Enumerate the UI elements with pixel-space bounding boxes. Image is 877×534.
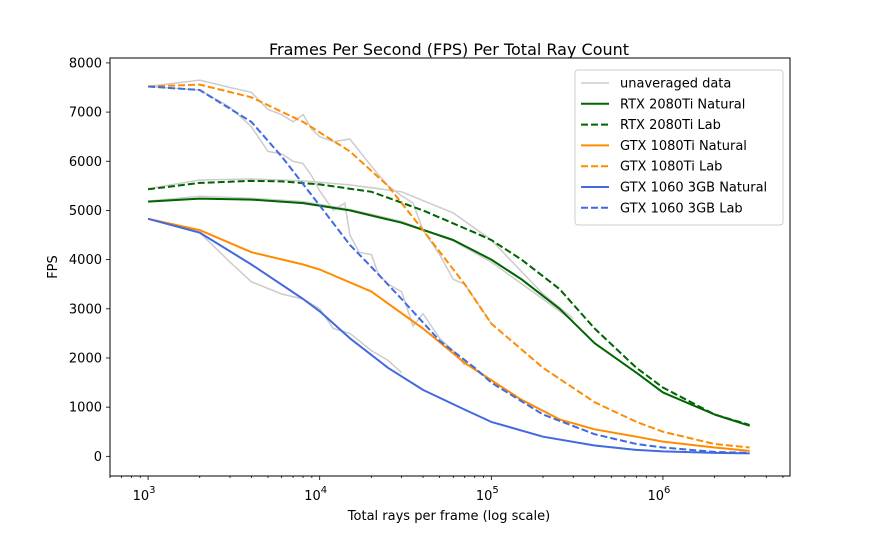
x-tick-exponent: 6: [664, 485, 670, 496]
series-line-rtx-2080ti-natural: [148, 197, 750, 427]
legend-label: GTX 1060 3GB Lab: [620, 201, 743, 216]
x-axis-label: Total rays per frame (log scale): [347, 509, 550, 524]
legend-label: GTX 1060 3GB Natural: [620, 181, 767, 196]
plot-frame: [109, 57, 791, 477]
series-line-gtx-1060-3gb-natural: [147, 217, 750, 455]
y-tick-label: 6000: [69, 155, 102, 170]
unaveraged-line-5: [147, 218, 403, 374]
unaveraged-line-4: [148, 195, 574, 322]
legend-label: RTX 2080Ti Lab: [620, 118, 721, 133]
series-line-gtx-1080ti-lab: [148, 83, 750, 449]
legend-box: [574, 69, 784, 226]
y-tick-label: 1000: [69, 401, 102, 416]
x-tick-label: 104: [304, 485, 327, 504]
chart-legend: unaveraged data RTX 2080Ti Natural RTX 208…: [574, 69, 784, 226]
unaveraged-line-3: [147, 178, 574, 320]
plot-area: [147, 79, 750, 455]
unaveraged-line-2: [148, 85, 466, 366]
series-line-gtx-1060-3gb-lab: [148, 85, 750, 454]
y-tick-label: 0: [94, 450, 102, 465]
y-axis-ticks: 0 1000 2000 3000 4000 5000 6000 7000 8000: [69, 56, 110, 465]
x-tick-label: 105: [476, 485, 499, 504]
y-tick-label: 5000: [69, 204, 102, 219]
y-axis-label: FPS: [46, 255, 61, 279]
x-tick-exponent: 3: [149, 485, 155, 496]
x-tick-exponent: 5: [492, 485, 498, 496]
x-tick-label: 106: [647, 485, 670, 504]
x-tick-label: 103: [133, 485, 156, 504]
x-tick-base: 10: [476, 489, 493, 504]
y-tick-label: 3000: [69, 302, 102, 317]
y-tick-label: 2000: [69, 351, 102, 366]
series-line-rtx-2080ti-lab: [147, 179, 750, 426]
x-tick-exponent: 4: [321, 485, 327, 496]
x-tick-base: 10: [133, 489, 150, 504]
legend-label: GTX 1080Ti Lab: [620, 160, 722, 175]
x-tick-base: 10: [647, 489, 664, 504]
legend-label: RTX 2080Ti Natural: [620, 97, 745, 112]
legend-label: GTX 1080Ti Natural: [620, 139, 747, 154]
y-tick-label: 4000: [69, 253, 102, 268]
y-tick-label: 8000: [69, 56, 102, 71]
x-tick-base: 10: [304, 489, 321, 504]
legend-label: unaveraged data: [620, 77, 731, 92]
chart-title: Frames Per Second (FPS) Per Total Ray Co…: [269, 40, 629, 59]
y-tick-label: 7000: [69, 106, 102, 121]
